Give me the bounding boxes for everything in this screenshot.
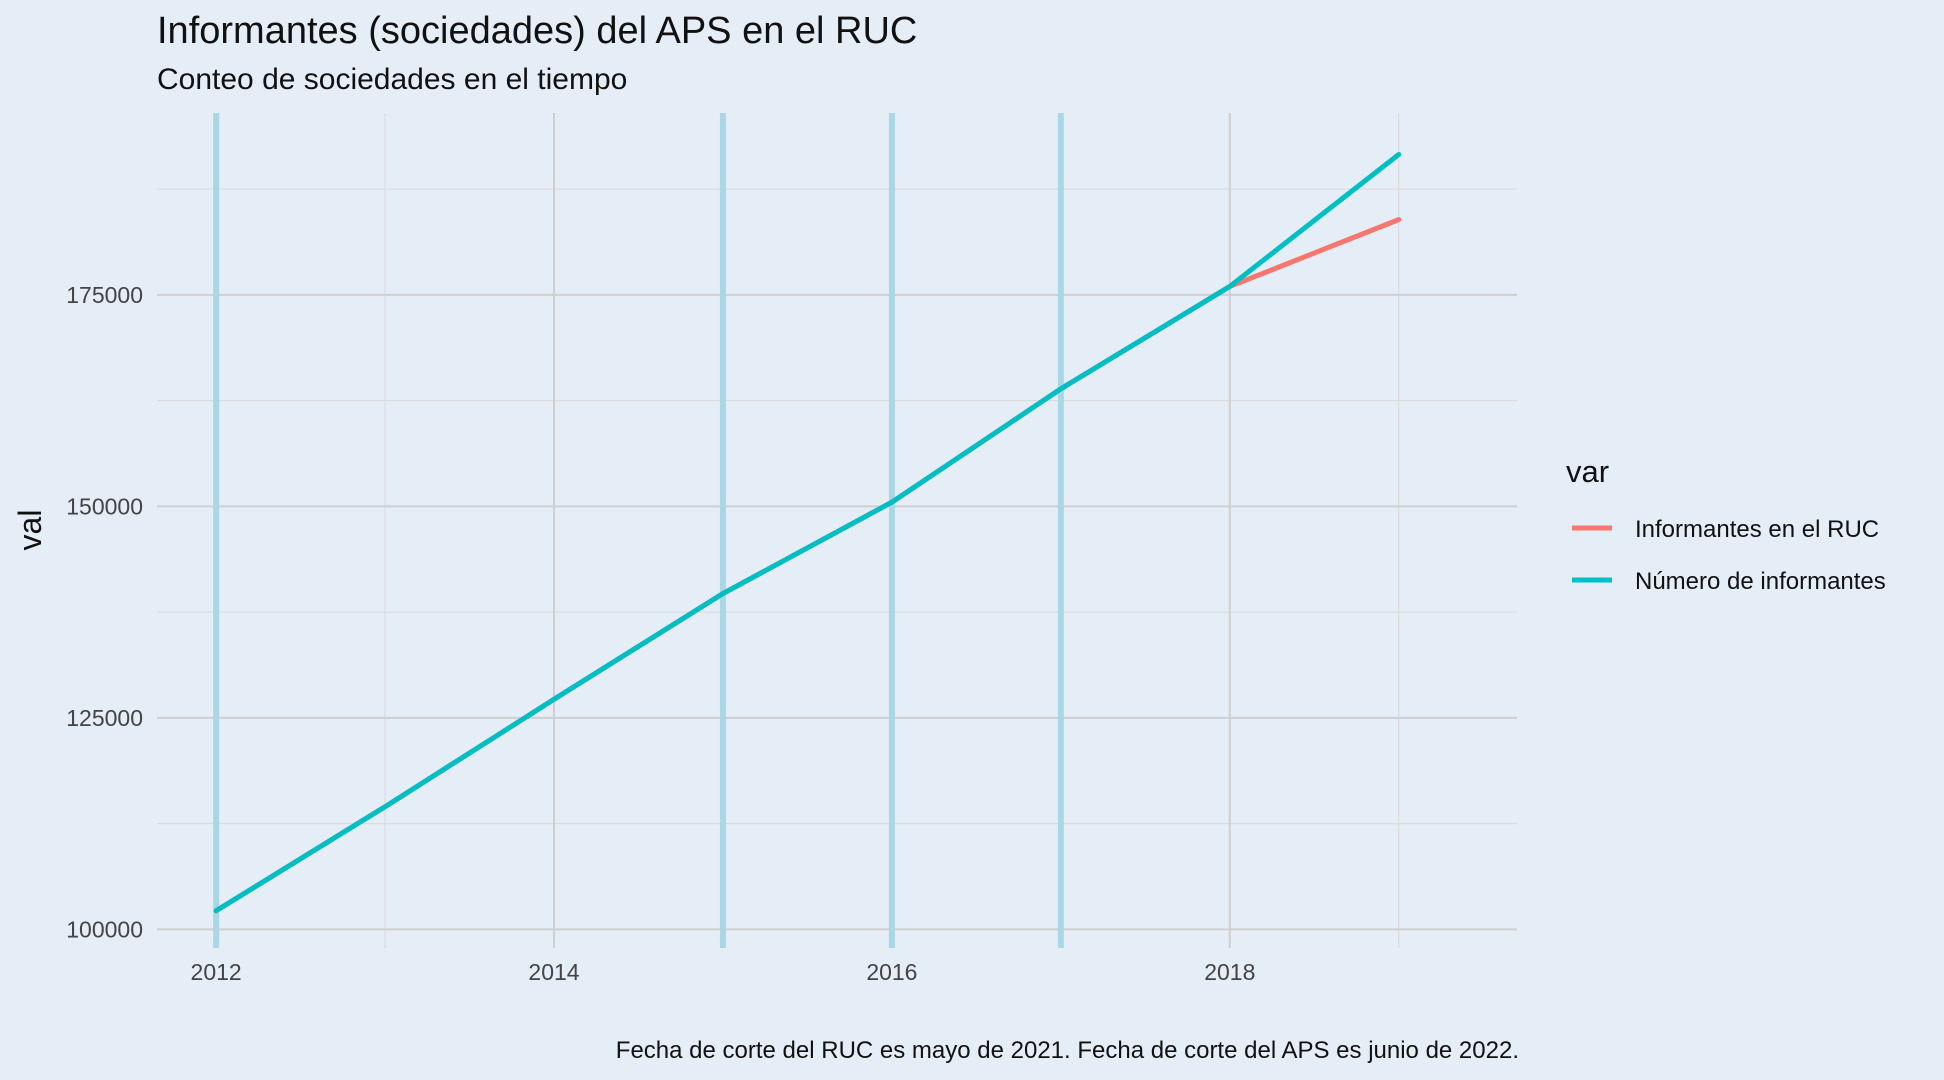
axis-tick-labels: 100000 125000 150000 175000 2012 2014 2016 2018 <box>66 282 1255 985</box>
x-tick-label: 2014 <box>528 959 579 985</box>
legend-label-numero-informantes: Número de informantes <box>1635 568 1886 595</box>
y-tick-label: 125000 <box>66 705 143 731</box>
chart-subtitle: Conteo de sociedades en el tiempo <box>157 63 627 96</box>
y-axis-title: val <box>12 510 48 551</box>
x-tick-label: 2016 <box>866 959 917 985</box>
chart-caption: Fecha de corte del RUC es mayo de 2021. … <box>616 1037 1519 1064</box>
legend: var Informantes en el RUC Número de info… <box>1566 454 1886 595</box>
x-tick-label: 2012 <box>191 959 242 985</box>
x-tick-label: 2018 <box>1204 959 1255 985</box>
legend-label-informantes-ruc: Informantes en el RUC <box>1635 516 1879 543</box>
series-line-numero-informantes <box>213 151 1402 914</box>
y-tick-label: 175000 <box>66 282 143 308</box>
y-tick-label: 150000 <box>66 493 143 519</box>
y-tick-label: 100000 <box>66 916 143 942</box>
legend-title: var <box>1566 454 1609 489</box>
series-lines <box>213 151 1402 914</box>
chart-title: Informantes (sociedades) del APS en el R… <box>157 10 917 52</box>
highlight-lines <box>213 113 1064 948</box>
